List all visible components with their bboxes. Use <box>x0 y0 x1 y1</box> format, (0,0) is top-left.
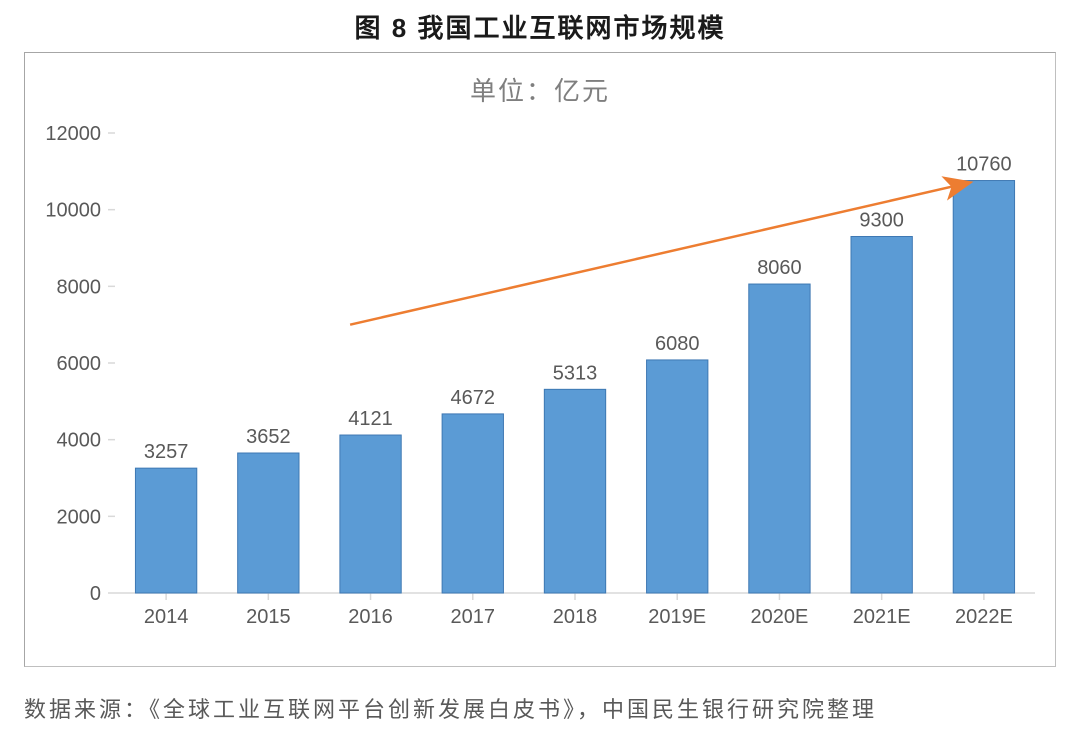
y-tick-label: 4000 <box>57 430 102 452</box>
x-tick-label: 2014 <box>144 606 189 628</box>
x-tick-label: 2022E <box>955 606 1013 628</box>
bar-value-label: 3652 <box>246 426 291 448</box>
bar <box>544 389 605 593</box>
y-tick-label: 0 <box>90 583 101 605</box>
bar <box>442 414 503 593</box>
y-tick-label: 2000 <box>57 506 102 528</box>
bar-value-label: 8060 <box>757 257 802 279</box>
bar-value-label: 4121 <box>348 408 393 430</box>
y-tick-label: 12000 <box>45 123 101 145</box>
bar <box>135 468 196 593</box>
bar <box>749 284 810 593</box>
x-tick-label: 2019E <box>648 606 706 628</box>
bar-value-label: 9300 <box>859 210 904 232</box>
bar-chart: 0 2000 4000 6000 8000 10000 12000 2014 2015 2016 2… <box>25 53 1057 668</box>
bar-value-label: 3257 <box>144 441 189 463</box>
y-tick-label: 10000 <box>45 200 101 222</box>
x-tick-label: 2015 <box>246 606 291 628</box>
page-title: 图 8 我国工业互联网市场规模 <box>0 0 1080 45</box>
bar <box>340 435 401 593</box>
source-text: 数据来源：《全球工业互联网平台创新发展白皮书》，中国民生银行研究院整理 <box>24 692 877 724</box>
bar <box>647 360 708 593</box>
x-tick-label: 2017 <box>451 606 496 628</box>
chart-container: 单位：亿元 0200040006000800010000120002014201… <box>24 52 1056 667</box>
x-tick-label: 2021E <box>853 606 911 628</box>
bar-value-label: 6080 <box>655 333 700 355</box>
bar <box>851 237 912 594</box>
x-tick-label: 2020E <box>751 606 809 628</box>
bar-value-label: 10760 <box>956 154 1012 176</box>
bar-value-label: 5313 <box>553 362 598 384</box>
y-tick-label: 6000 <box>57 353 102 375</box>
y-tick-label: 8000 <box>57 276 102 298</box>
bar <box>238 453 299 593</box>
x-tick-label: 2016 <box>348 606 393 628</box>
bar-value-label: 4672 <box>451 387 496 409</box>
bar <box>953 181 1014 593</box>
x-tick-label: 2018 <box>553 606 598 628</box>
